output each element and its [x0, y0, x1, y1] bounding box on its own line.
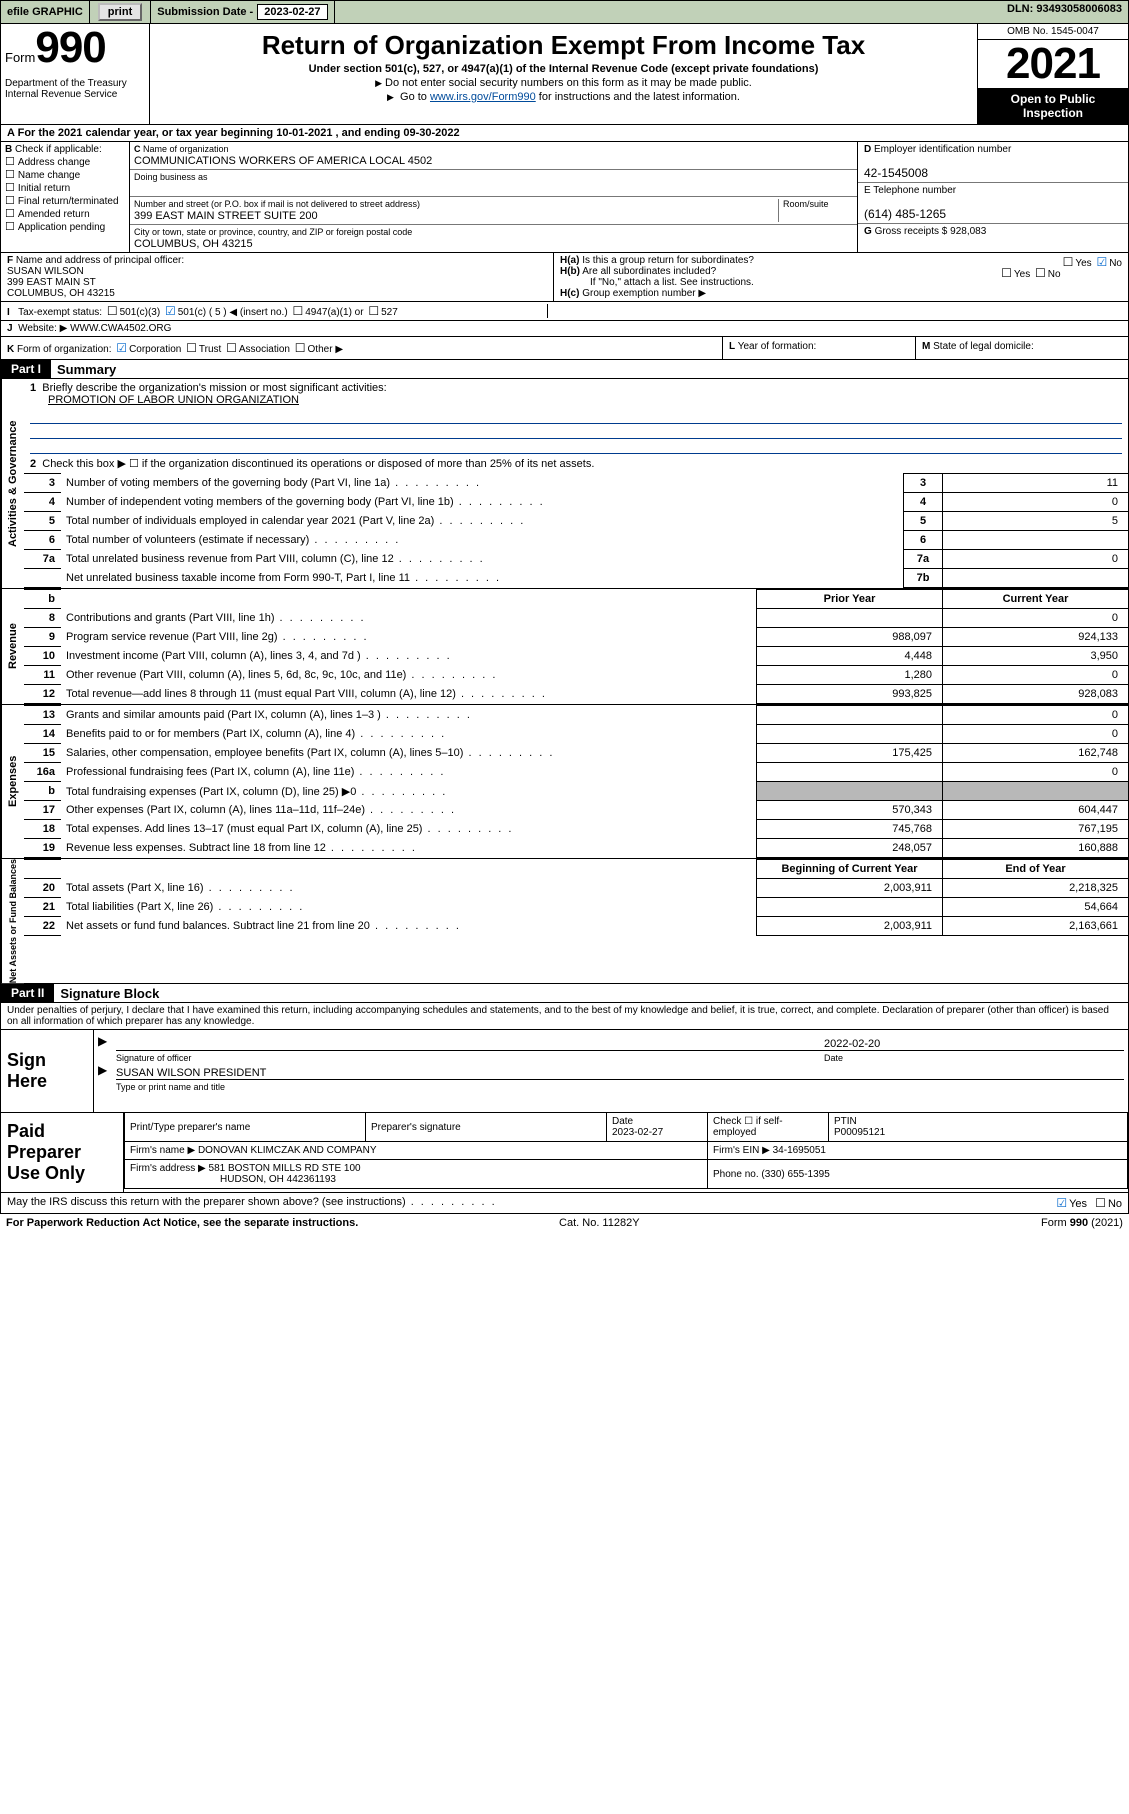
part2-header: Part II Signature Block: [0, 984, 1129, 1003]
tab-expenses: Expenses: [1, 705, 24, 858]
col-de: D Employer identification number 42-1545…: [858, 142, 1128, 252]
table-row: 18Total expenses. Add lines 13–17 (must …: [24, 820, 1128, 839]
chk-amended[interactable]: Amended return: [5, 209, 90, 220]
col-c: C Name of organization COMMUNICATIONS WO…: [130, 142, 858, 252]
part1-header: Part I Summary: [0, 360, 1129, 379]
org-name: COMMUNICATIONS WORKERS OF AMERICA LOCAL …: [134, 155, 432, 167]
exp-table: 13Grants and similar amounts paid (Part …: [24, 705, 1128, 858]
table-row: 12Total revenue—add lines 8 through 11 (…: [24, 685, 1128, 704]
table-row: 22Net assets or fund fund balances. Subt…: [24, 917, 1128, 936]
net-table: Beginning of Current YearEnd of Year 20T…: [24, 859, 1128, 936]
table-row: 20Total assets (Part X, line 16)2,003,91…: [24, 879, 1128, 898]
table-row: 9Program service revenue (Part VIII, lin…: [24, 628, 1128, 647]
footer: For Paperwork Reduction Act Notice, see …: [0, 1214, 1129, 1232]
chk-name[interactable]: Name change: [5, 170, 80, 181]
part1-body: Activities & Governance 1 Briefly descri…: [0, 379, 1129, 984]
table-row: 19Revenue less expenses. Subtract line 1…: [24, 839, 1128, 858]
table-row: 3Number of voting members of the governi…: [24, 474, 1128, 493]
table-row: 11Other revenue (Part VIII, column (A), …: [24, 666, 1128, 685]
officer-sig: SUSAN WILSON PRESIDENT: [116, 1067, 266, 1079]
efile-label: efile GRAPHIC: [1, 1, 90, 23]
subtitle-2: Do not enter social security numbers on …: [154, 77, 973, 89]
irs-link[interactable]: www.irs.gov/Form990: [430, 91, 536, 103]
omb-number: OMB No. 1545-0047: [978, 24, 1128, 40]
row-klm: K Form of organization: Corporation Trus…: [0, 337, 1129, 360]
table-row: 8Contributions and grants (Part VIII, li…: [24, 609, 1128, 628]
subtitle-3: Go to www.irs.gov/Form990 for instructio…: [154, 91, 973, 103]
tab-netassets: Net Assets or Fund Balances: [1, 859, 24, 983]
dept-label: Department of the Treasury Internal Reve…: [5, 78, 145, 100]
table-row: 4Number of independent voting members of…: [24, 493, 1128, 512]
table-row: 5Total number of individuals employed in…: [24, 512, 1128, 531]
firm-name: DONOVAN KLIMCZAK AND COMPANY: [198, 1145, 377, 1156]
tab-revenue: Revenue: [1, 589, 24, 704]
sign-block: Sign Here 2022-02-20 Signature of office…: [0, 1030, 1129, 1113]
chk-pending[interactable]: Application pending: [5, 222, 105, 233]
form-number: 990: [35, 26, 105, 70]
firm-ein: 34-1695051: [773, 1145, 826, 1156]
website: WWW.CWA4502.ORG: [70, 323, 171, 334]
table-row: 16aProfessional fundraising fees (Part I…: [24, 763, 1128, 782]
table-row: 13Grants and similar amounts paid (Part …: [24, 706, 1128, 725]
ptin: P00095121: [834, 1127, 885, 1138]
phone: (614) 485-1265: [864, 207, 946, 221]
table-row: 17Other expenses (Part IX, column (A), l…: [24, 801, 1128, 820]
table-row: 10Investment income (Part VIII, column (…: [24, 647, 1128, 666]
mission: PROMOTION OF LABOR UNION ORGANIZATION: [48, 394, 299, 406]
dln: DLN: 93493058006083: [1001, 1, 1128, 23]
rev-table: b Prior YearCurrent Year 8Contributions …: [24, 589, 1128, 704]
chk-initial[interactable]: Initial return: [5, 183, 70, 194]
chk-address[interactable]: Address change: [5, 157, 90, 168]
declaration: Under penalties of perjury, I declare th…: [0, 1003, 1129, 1030]
tab-governance: Activities & Governance: [1, 379, 24, 588]
block-fh: F Name and address of principal officer:…: [0, 253, 1129, 302]
table-row: Net unrelated business taxable income fr…: [24, 569, 1128, 588]
block-bcdeg: B Check if applicable: Address change Na…: [0, 142, 1129, 253]
table-row: 6Total number of volunteers (estimate if…: [24, 531, 1128, 550]
discuss-row: May the IRS discuss this return with the…: [0, 1193, 1129, 1214]
gross-receipts: 928,083: [950, 226, 986, 237]
subtitle-1: Under section 501(c), 527, or 4947(a)(1)…: [154, 63, 973, 75]
tax-year: 2021: [978, 40, 1128, 88]
chk-final[interactable]: Final return/terminated: [5, 196, 119, 207]
row-i: I Tax-exempt status: 501(c)(3) 501(c) ( …: [0, 302, 1129, 321]
org-city: COLUMBUS, OH 43215: [134, 238, 253, 250]
col-b: B Check if applicable: Address change Na…: [1, 142, 130, 252]
table-row: 15Salaries, other compensation, employee…: [24, 744, 1128, 763]
ein: 42-1545008: [864, 166, 928, 180]
row-j: J Website: ▶ WWW.CWA4502.ORG: [0, 321, 1129, 337]
gov-table: 3Number of voting members of the governi…: [24, 473, 1128, 588]
form-header: Form 990 Department of the Treasury Inte…: [0, 24, 1129, 125]
table-row: 7aTotal unrelated business revenue from …: [24, 550, 1128, 569]
preparer-block: Paid Preparer Use Only Print/Type prepar…: [0, 1113, 1129, 1193]
print-button[interactable]: print: [90, 1, 151, 23]
row-a: A For the 2021 calendar year, or tax yea…: [0, 125, 1129, 142]
table-row: 21Total liabilities (Part X, line 26)54,…: [24, 898, 1128, 917]
top-bar: efile GRAPHIC print Submission Date - 20…: [0, 0, 1129, 24]
form-title: Return of Organization Exempt From Incom…: [154, 30, 973, 61]
sign-date: 2022-02-20: [824, 1038, 1124, 1050]
table-row: 14Benefits paid to or for members (Part …: [24, 725, 1128, 744]
officer-name: SUSAN WILSON: [7, 266, 84, 277]
table-row: bTotal fundraising expenses (Part IX, co…: [24, 782, 1128, 801]
form-word: Form: [5, 50, 35, 65]
firm-addr: 581 BOSTON MILLS RD STE 100: [209, 1163, 361, 1174]
inspection-badge: Open to Public Inspection: [978, 88, 1128, 124]
submission-date: Submission Date - 2023-02-27: [151, 1, 334, 23]
firm-phone: (330) 655-1395: [761, 1169, 829, 1180]
org-address: 399 EAST MAIN STREET SUITE 200: [134, 210, 318, 222]
